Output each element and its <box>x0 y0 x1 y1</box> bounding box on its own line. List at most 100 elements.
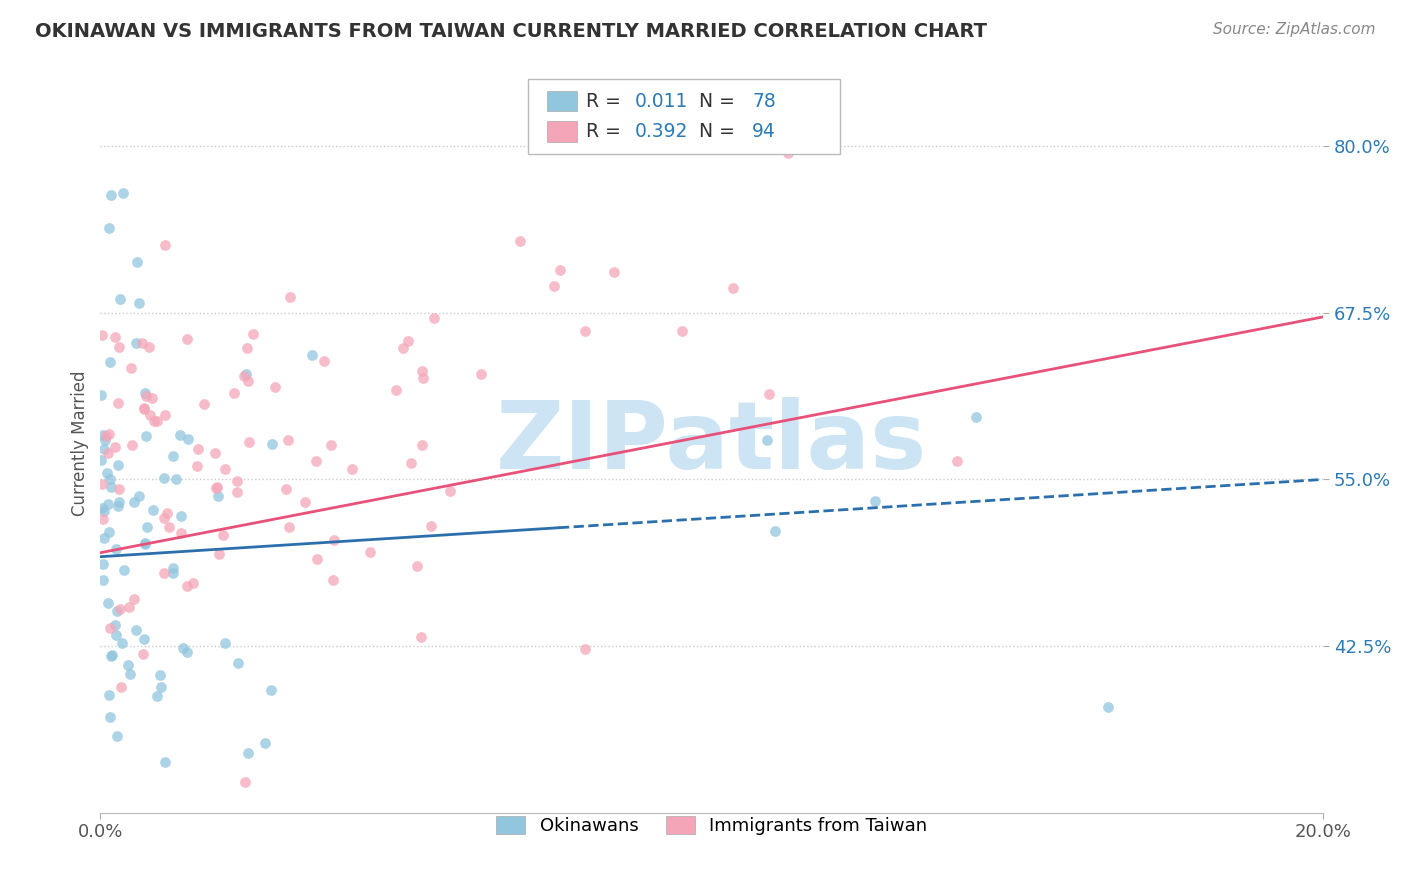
Point <box>162 560 184 574</box>
Point <box>91 500 114 515</box>
Point <box>131 647 153 661</box>
Point <box>181 575 204 590</box>
Point <box>105 729 128 743</box>
Point <box>105 542 128 557</box>
Point <box>134 537 156 551</box>
Point <box>111 635 134 649</box>
Point <box>135 389 157 403</box>
Point <box>104 329 127 343</box>
Point <box>90 388 112 402</box>
Point <box>97 596 120 610</box>
Point <box>91 428 114 442</box>
Text: OKINAWAN VS IMMIGRANTS FROM TAIWAN CURRENTLY MARRIED CORRELATION CHART: OKINAWAN VS IMMIGRANTS FROM TAIWAN CURRE… <box>35 22 987 41</box>
Point <box>98 688 121 702</box>
Point <box>96 467 118 481</box>
Text: ZIPatlas: ZIPatlas <box>496 397 928 489</box>
Point <box>342 462 364 476</box>
Point <box>172 640 194 655</box>
Point <box>543 279 565 293</box>
Point <box>142 413 165 427</box>
Point <box>225 474 247 488</box>
Point <box>90 453 112 467</box>
Point <box>603 265 626 279</box>
FancyBboxPatch shape <box>529 78 841 154</box>
Point <box>411 364 433 378</box>
Point <box>422 310 444 325</box>
Point <box>101 648 124 662</box>
Text: R =: R = <box>586 92 627 111</box>
Point <box>134 535 156 549</box>
Point <box>157 520 180 534</box>
Point <box>112 186 135 200</box>
Point <box>236 374 259 388</box>
Point <box>169 427 191 442</box>
Point <box>186 458 208 473</box>
Point <box>946 453 969 467</box>
Point <box>122 495 145 509</box>
Point <box>107 458 129 472</box>
Point <box>204 481 226 495</box>
Point <box>97 524 120 539</box>
Point <box>278 290 301 304</box>
Point <box>104 440 127 454</box>
Point <box>97 220 120 235</box>
Point <box>100 480 122 494</box>
Text: 0.392: 0.392 <box>634 122 688 141</box>
Point <box>155 238 177 252</box>
Point <box>294 494 316 508</box>
Point <box>131 335 153 350</box>
Point <box>135 429 157 443</box>
Point <box>236 746 259 760</box>
Point <box>307 551 329 566</box>
Point <box>359 545 381 559</box>
Point <box>176 645 198 659</box>
Point <box>232 368 254 383</box>
Point <box>90 477 112 491</box>
Point <box>439 483 461 498</box>
Point <box>162 450 184 464</box>
Point <box>301 348 323 362</box>
Text: Source: ZipAtlas.com: Source: ZipAtlas.com <box>1212 22 1375 37</box>
Point <box>176 578 198 592</box>
Point <box>141 391 163 405</box>
Point <box>156 506 179 520</box>
Point <box>97 497 120 511</box>
Point <box>314 354 336 368</box>
Point <box>107 482 129 496</box>
Point <box>277 520 299 534</box>
Point <box>509 234 531 248</box>
Point <box>238 435 260 450</box>
Point <box>323 533 346 547</box>
Point <box>117 657 139 672</box>
Point <box>132 402 155 417</box>
Point <box>214 462 236 476</box>
Point <box>107 495 129 509</box>
Point <box>134 632 156 646</box>
Point <box>212 528 235 542</box>
Point <box>254 736 277 750</box>
Point <box>162 566 184 580</box>
Text: N =: N = <box>688 92 741 111</box>
Point <box>105 604 128 618</box>
Point <box>93 442 115 456</box>
Point <box>214 636 236 650</box>
Point <box>274 482 297 496</box>
Point <box>108 292 131 306</box>
Point <box>125 255 148 269</box>
Point <box>91 557 114 571</box>
Point <box>98 710 121 724</box>
Point <box>107 500 129 514</box>
Point <box>574 642 596 657</box>
Point <box>235 367 257 381</box>
Point <box>138 409 160 423</box>
Point <box>118 600 141 615</box>
Point <box>142 503 165 517</box>
Point <box>90 327 112 342</box>
Point <box>91 512 114 526</box>
Point <box>108 340 131 354</box>
Text: R =: R = <box>586 122 627 141</box>
Point <box>548 262 571 277</box>
Point <box>260 683 283 698</box>
Point <box>149 681 172 695</box>
Point <box>322 573 344 587</box>
